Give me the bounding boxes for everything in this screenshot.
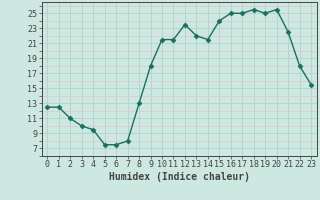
- X-axis label: Humidex (Indice chaleur): Humidex (Indice chaleur): [109, 172, 250, 182]
